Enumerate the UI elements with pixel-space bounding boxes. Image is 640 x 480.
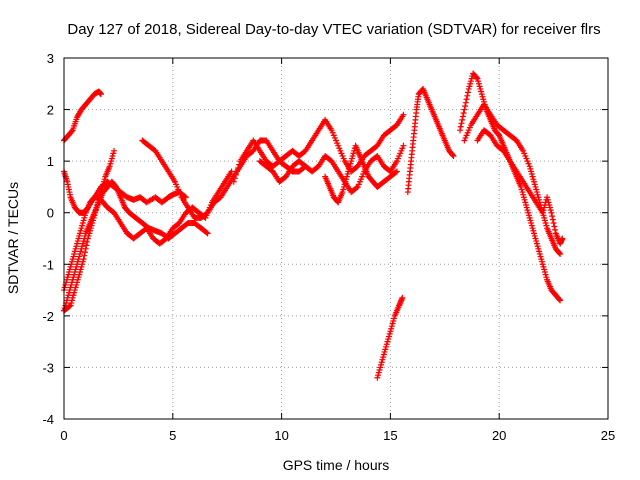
data-point — [97, 91, 104, 98]
data-point — [392, 169, 399, 176]
data-point — [549, 216, 556, 223]
data-point — [68, 128, 75, 135]
data-point — [549, 213, 556, 220]
data-point — [473, 74, 480, 81]
x-tick-label: 15 — [383, 428, 397, 443]
data-point — [449, 152, 456, 159]
y-tick-label: -2 — [42, 309, 54, 324]
y-tick-label: -4 — [42, 412, 54, 427]
data-point — [463, 96, 470, 103]
y-tick-labels: -4 -3 -2 -1 0 1 2 3 — [42, 51, 54, 427]
data-point — [457, 127, 464, 134]
x-tick-label: 20 — [492, 428, 506, 443]
data-point — [228, 168, 235, 175]
data-point — [233, 168, 240, 175]
axis-ticks — [63, 57, 609, 420]
data-point — [559, 235, 566, 242]
y-tick-label: 1 — [47, 154, 54, 169]
y-tick-label: -3 — [42, 360, 54, 375]
data-point — [81, 252, 88, 259]
series-track-12 — [457, 70, 564, 304]
data-point — [459, 116, 466, 123]
series-track-5 — [61, 147, 118, 314]
data-point — [550, 220, 557, 227]
x-axis-label: GPS time / hours — [283, 457, 390, 473]
data-point — [551, 223, 558, 230]
data-point — [556, 296, 563, 303]
data-point — [80, 256, 87, 263]
series-track-8 — [256, 142, 407, 196]
data-points — [61, 70, 566, 381]
data-point — [460, 110, 467, 117]
plot-frame — [63, 57, 609, 420]
series-track-11 — [374, 294, 406, 381]
data-point — [459, 113, 466, 120]
data-point — [203, 229, 210, 236]
data-point — [83, 242, 90, 249]
data-point — [400, 111, 407, 118]
data-point — [353, 184, 360, 191]
series-track-14 — [474, 127, 566, 247]
data-point — [400, 142, 407, 149]
x-tick-labels: 0 5 10 15 20 25 — [60, 428, 615, 443]
data-point — [232, 171, 239, 178]
series-track-9 — [322, 142, 400, 206]
data-point — [84, 238, 91, 245]
data-point — [393, 168, 400, 175]
series-track-1 — [61, 88, 104, 144]
y-tick-label: 2 — [47, 103, 54, 118]
grid — [64, 58, 608, 419]
x-tick-label: 5 — [169, 428, 176, 443]
y-axis-label: SDTVAR / TECUs — [5, 182, 21, 294]
data-point — [450, 152, 457, 159]
data-point — [457, 123, 464, 130]
data-point — [111, 147, 118, 154]
series-track-10 — [404, 85, 457, 196]
data-point — [464, 92, 471, 99]
data-point — [548, 209, 555, 216]
data-point — [461, 106, 468, 113]
data-point — [557, 297, 564, 304]
data-point — [231, 175, 238, 182]
data-point — [82, 249, 89, 256]
data-point — [235, 165, 242, 172]
series-track-13 — [461, 101, 564, 257]
chart-title: Day 127 of 2018, Sidereal Day-to-day VTE… — [67, 21, 600, 38]
data-point — [82, 245, 89, 252]
x-tick-label: 10 — [274, 428, 288, 443]
y-tick-label: -1 — [42, 257, 54, 272]
data-point — [462, 99, 469, 106]
y-tick-label: 0 — [47, 206, 54, 221]
x-tick-label: 25 — [601, 428, 615, 443]
series-track-7 — [230, 111, 407, 185]
data-point — [230, 178, 237, 185]
data-point — [557, 250, 564, 257]
data-point — [66, 303, 73, 310]
data-point — [204, 230, 211, 237]
y-tick-label: 3 — [47, 51, 54, 66]
x-tick-label: 0 — [60, 428, 67, 443]
data-point — [462, 103, 469, 110]
data-point — [556, 250, 563, 257]
data-point — [552, 226, 559, 233]
data-point — [465, 89, 472, 96]
data-point — [458, 120, 465, 127]
data-point — [399, 294, 406, 301]
data-point — [236, 161, 243, 168]
